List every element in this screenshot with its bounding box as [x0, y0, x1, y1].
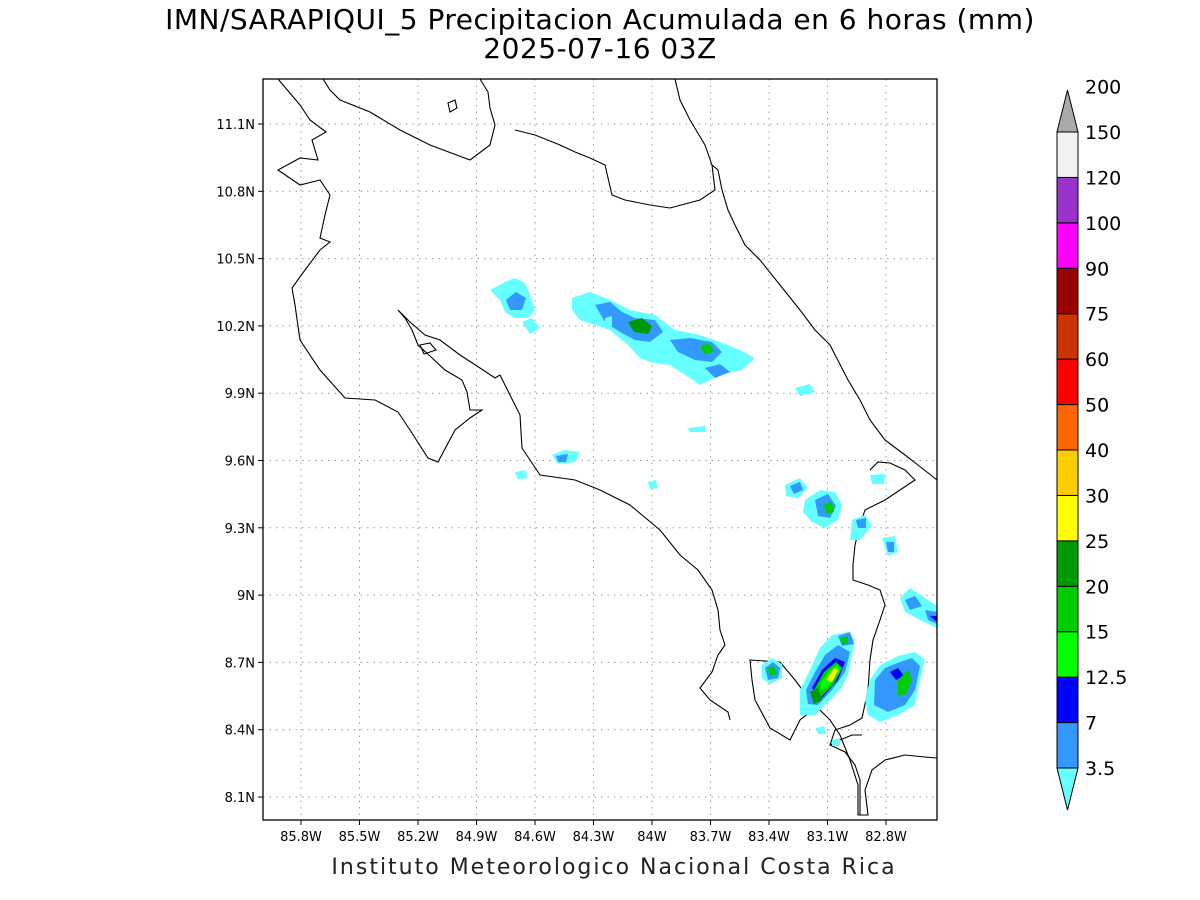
- x-tick-label: 83.1W: [807, 830, 849, 845]
- colorbar-label: 20: [1085, 576, 1109, 598]
- y-tick-label: 8.7N: [225, 656, 255, 671]
- colorbar-segment: [1056, 540, 1079, 587]
- caribbean-north-coast: [514, 129, 937, 481]
- x-tick-label: 85.8W: [280, 830, 322, 845]
- colorbar-segment: [1056, 404, 1079, 451]
- colorbar-segment: [1056, 449, 1079, 496]
- caribbean-north-coast-2: [674, 79, 713, 166]
- nicaragua-border: [322, 79, 496, 161]
- island-small: [447, 99, 458, 113]
- colorbar-label: 15: [1085, 622, 1109, 644]
- colorbar-label: 40: [1085, 440, 1109, 462]
- x-tick-label: 83.4W: [748, 830, 790, 845]
- colorbar-bottom-triangle: [1056, 767, 1079, 811]
- colorbar-segment: [1056, 358, 1079, 406]
- nicoya-gulf-inner: [419, 342, 437, 355]
- colorbar-label: 150: [1085, 122, 1121, 144]
- colorbar-label: 75: [1085, 304, 1109, 326]
- y-tick-label: 9N: [237, 589, 255, 604]
- y-tick-label: 10.2N: [216, 320, 255, 335]
- y-tick-label: 10.5N: [216, 253, 255, 268]
- colorbar-segment: [1056, 494, 1079, 542]
- y-tick-label: 10.8N: [216, 185, 255, 200]
- y-tick-label: 9.9N: [225, 387, 255, 402]
- y-tick-labels: 11.1N 10.8N 10.5N 10.2N 9.9N 9.6N 9.3N 9N 8.7N 8.…: [216, 118, 263, 806]
- x-tick-label: 85.2W: [397, 830, 439, 845]
- x-tick-labels: 85.8W 85.5W 85.2W 84.9W 84.6W 84.3W 84W 83.7W 83…: [280, 820, 907, 845]
- y-tick-label: 11.1N: [216, 118, 255, 133]
- colorbar-segment: [1056, 676, 1079, 724]
- colorbar-label: 25: [1085, 531, 1109, 553]
- colorbar-segment: [1056, 313, 1079, 360]
- golfito-coast: [809, 689, 937, 816]
- colorbar-label: 200: [1085, 77, 1121, 99]
- x-tick-label: 84.6W: [514, 830, 556, 845]
- footer-credit: Instituto Meteorologico Nacional Costa R…: [331, 855, 897, 880]
- colorbar-label: 100: [1085, 213, 1121, 235]
- map-title: IMN/SARAPIQUI_5 Precipitacion Acumulada …: [165, 3, 1035, 36]
- plot-frame: [262, 78, 938, 821]
- colorbar-segment: [1056, 176, 1079, 224]
- x-tick-label: 84.3W: [573, 830, 615, 845]
- colorbar-segment: [1056, 267, 1079, 315]
- colorbar-label: 7: [1085, 713, 1097, 735]
- panama-border: [829, 461, 916, 815]
- colorbar-label: 3.5: [1085, 758, 1115, 780]
- colorbar-segment: [1056, 631, 1079, 678]
- coastlines: [276, 79, 937, 816]
- osa-peninsula: [749, 659, 816, 741]
- colorbar-segment: [1056, 585, 1079, 633]
- x-tick-label: 85.5W: [339, 830, 381, 845]
- colorbar-label: 50: [1085, 395, 1109, 417]
- y-tick-label: 8.4N: [225, 724, 255, 739]
- y-tick-label: 9.6N: [225, 455, 255, 470]
- precipitation-shading: [490, 278, 937, 746]
- colorbar-label: 12.5: [1085, 667, 1127, 689]
- colorbar-segment: [1056, 131, 1079, 178]
- colorbar-label: 60: [1085, 349, 1109, 371]
- graticule: [263, 79, 937, 820]
- x-tick-label: 84W: [637, 830, 667, 845]
- colorbar-label: 30: [1085, 485, 1109, 507]
- x-tick-label: 83.7W: [690, 830, 732, 845]
- colorbar: 3.5 7 12.5 15 20 25 30 40 50 60 75 90 100 120 150 200: [1056, 77, 1127, 811]
- x-tick-label: 82.8W: [865, 830, 907, 845]
- colorbar-label: 90: [1085, 258, 1109, 280]
- x-tick-label: 84.9W: [456, 830, 498, 845]
- y-tick-label: 8.1N: [225, 791, 255, 806]
- colorbar-segment: [1056, 222, 1079, 269]
- map-subtitle-time: 2025-07-16 03Z: [483, 32, 717, 65]
- coastline-lake-nicaragua: [276, 79, 731, 721]
- colorbar-label: 120: [1085, 167, 1121, 189]
- colorbar-segment: [1056, 722, 1079, 769]
- plot-area: [263, 79, 937, 820]
- y-tick-label: 9.3N: [225, 522, 255, 537]
- colorbar-top-triangle: [1056, 89, 1079, 133]
